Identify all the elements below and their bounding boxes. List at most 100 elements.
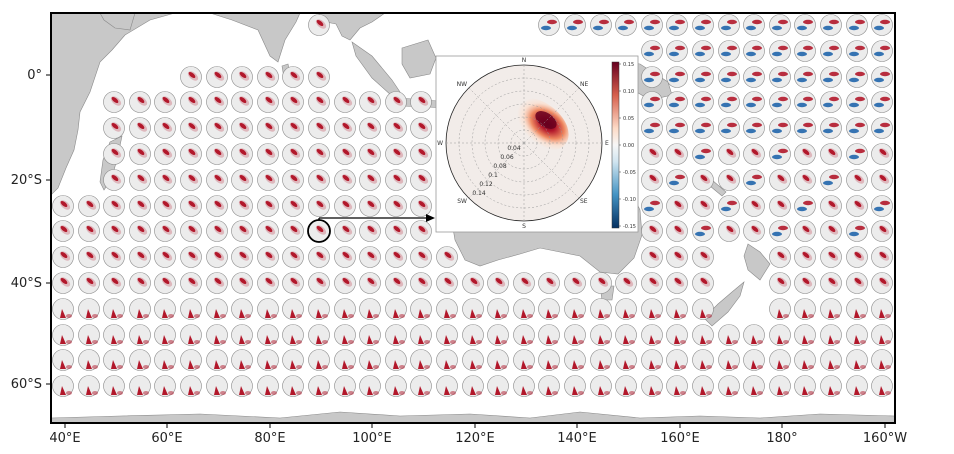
glyph-circle [641, 298, 663, 320]
glyph-circle [871, 375, 893, 397]
glyph-circle [820, 169, 842, 191]
glyph-circle [385, 324, 407, 346]
glyph-circle [410, 298, 432, 320]
glyph-circle [129, 143, 151, 165]
glyph-circle [308, 66, 330, 88]
glyph-circle [743, 14, 765, 36]
glyph-circle [257, 298, 279, 320]
glyph-circle [78, 220, 100, 242]
antarctica-land [51, 411, 895, 423]
glyph-circle [359, 117, 381, 139]
glyph-circle [334, 272, 356, 294]
glyph-circle [718, 375, 740, 397]
glyph-circle [129, 91, 151, 113]
glyph-circle [462, 375, 484, 397]
glyph-circle [103, 169, 125, 191]
colorbar-tick-label: 0.05 [623, 116, 634, 122]
glyph-circle [410, 143, 432, 165]
glyph-circle [385, 349, 407, 371]
glyph-circle [846, 143, 868, 165]
glyph-circle [180, 169, 202, 191]
glyph-circle [718, 169, 740, 191]
polar-density-blob [507, 97, 569, 151]
radial-tick-labels: 0.04 0.06 0.08 0.1 0.12 0.14 [472, 145, 521, 197]
glyph-circle [282, 246, 304, 268]
glyph-circle [359, 91, 381, 113]
glyph-circle [359, 324, 381, 346]
glyph-circle [871, 195, 893, 217]
glyph-circle [666, 143, 688, 165]
glyph-circle [334, 91, 356, 113]
glyph-circle [78, 272, 100, 294]
glyph-circle [154, 375, 176, 397]
glyph-circle [538, 349, 560, 371]
glyph-circle [52, 349, 74, 371]
glyph-circle [846, 375, 868, 397]
glyph-circle [154, 169, 176, 191]
glyph-circle [871, 143, 893, 165]
radial-tick-label: 0.06 [500, 154, 514, 161]
glyph-circle [359, 349, 381, 371]
glyph-circle [794, 246, 816, 268]
glyph-circle [78, 195, 100, 217]
colorbar-tick-label: 0.10 [623, 89, 634, 95]
lon-label: 160°E [660, 431, 700, 446]
glyph-circle [282, 91, 304, 113]
glyph-circle [487, 298, 509, 320]
lon-label: 140°E [557, 431, 597, 446]
glyph-circle [794, 143, 816, 165]
glyph-circle [718, 14, 740, 36]
glyph-circle [666, 40, 688, 62]
glyph-circle [871, 169, 893, 191]
lat-label: 40°S [11, 276, 42, 291]
glyph-circle [231, 143, 253, 165]
glyph-circle [180, 143, 202, 165]
glyph-circle [871, 14, 893, 36]
glyph-circle [513, 272, 535, 294]
glyph-circle [820, 272, 842, 294]
glyph-circle [718, 220, 740, 242]
glyph-circle [820, 91, 842, 113]
glyph-circle [794, 195, 816, 217]
highlight-connector [307, 214, 435, 243]
glyph-circle [564, 324, 586, 346]
glyph-circle [52, 324, 74, 346]
glyph-circle [820, 375, 842, 397]
glyph-circle [436, 272, 458, 294]
glyph-circle [769, 246, 791, 268]
glyph-circle [103, 220, 125, 242]
glyph-circle [359, 375, 381, 397]
glyph-circle [590, 375, 612, 397]
glyph-circle [206, 195, 228, 217]
glyph-circle [231, 246, 253, 268]
glyph-circle [487, 375, 509, 397]
glyph-circle [692, 91, 714, 113]
lon-label: 120°E [455, 431, 495, 446]
glyph-circle [871, 298, 893, 320]
glyph-circle [206, 220, 228, 242]
glyph-circle [282, 143, 304, 165]
glyph-circle [231, 324, 253, 346]
glyph-circle [436, 324, 458, 346]
glyph-circle [666, 220, 688, 242]
glyph-circle [564, 272, 586, 294]
glyph-circle [282, 298, 304, 320]
glyph-circle [257, 349, 279, 371]
glyph-circle [820, 349, 842, 371]
glyph-circle [206, 246, 228, 268]
glyph-circle [52, 375, 74, 397]
glyph-circle [180, 349, 202, 371]
india-land [209, 13, 301, 63]
glyph-circle [206, 169, 228, 191]
glyph-circle [462, 349, 484, 371]
glyph-circle [871, 324, 893, 346]
glyph-circle [78, 298, 100, 320]
glyph-circle [462, 324, 484, 346]
glyph-circle [820, 195, 842, 217]
glyph-circle [820, 66, 842, 88]
glyph-circle [385, 169, 407, 191]
glyph-circle [206, 66, 228, 88]
glyph-circle [334, 375, 356, 397]
glyph-circle [666, 14, 688, 36]
glyph-circle [743, 349, 765, 371]
